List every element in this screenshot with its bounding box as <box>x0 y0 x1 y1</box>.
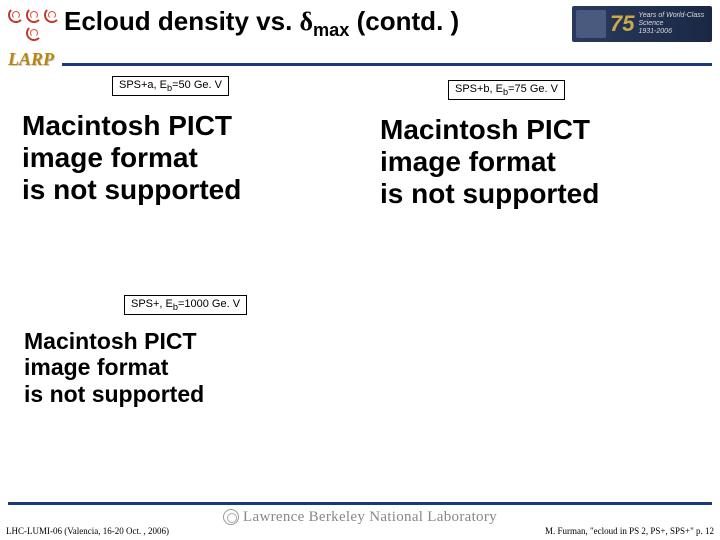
header-rule <box>62 63 712 66</box>
pict2-l3: is not supported <box>380 178 599 210</box>
pict3-l1: Macintosh PICT <box>24 328 204 354</box>
label-sps-c: SPS+, Eb=1000 Ge. V <box>124 295 247 315</box>
pict2-l2: image format <box>380 146 599 178</box>
pict-placeholder-2: Macintosh PICT image format is not suppo… <box>380 114 599 211</box>
lbnl-text: Lawrence Berkeley National Laboratory <box>243 509 497 526</box>
pict-placeholder-1: Macintosh PICT image format is not suppo… <box>22 110 241 207</box>
badge-text: Years of World-Class Science 1931-2006 <box>638 12 704 35</box>
title-sub: max <box>313 21 349 41</box>
anniversary-badge: 75 Years of World-Class Science 1931-200… <box>572 6 712 42</box>
label-sps-a: SPS+a, Eb=50 Ge. V <box>112 76 229 96</box>
pict1-l1: Macintosh PICT <box>22 110 241 142</box>
pict1-l3: is not supported <box>22 174 241 206</box>
larp-row: LARP <box>0 48 720 70</box>
pict2-l1: Macintosh PICT <box>380 114 599 146</box>
title-delta: δ <box>300 7 314 36</box>
label-sps-b: SPS+b, Eb=75 Ge. V <box>448 80 565 100</box>
pict-placeholder-3: Macintosh PICT image format is not suppo… <box>24 328 204 407</box>
pict3-l3: is not supported <box>24 381 204 407</box>
label-a-pre: SPS+a, E <box>119 79 167 91</box>
badge-line-2: Science <box>638 20 704 28</box>
badge-line-1: Years of World-Class <box>638 12 704 20</box>
badge-building-icon <box>576 10 606 38</box>
badge-line-3: 1931-2006 <box>638 28 704 36</box>
label-b-pre: SPS+b, E <box>455 83 503 95</box>
label-c-pre: SPS+, E <box>131 298 173 310</box>
lbnl-logo-icon <box>223 509 239 525</box>
pict3-l2: image format <box>24 354 204 380</box>
title-post: (contd. ) <box>349 6 459 36</box>
slide-title: Ecloud density vs. δmax (contd. ) <box>64 6 572 41</box>
slide-footer: Lawrence Berkeley National Laboratory LH… <box>0 502 720 540</box>
spiral-logo <box>8 6 60 42</box>
label-a-post: =50 Ge. V <box>172 79 222 91</box>
larp-label: LARP <box>8 49 54 70</box>
slide-body: SPS+a, Eb=50 Ge. V SPS+b, Eb=75 Ge. V SP… <box>0 70 720 500</box>
label-c-post: =1000 Ge. V <box>178 298 240 310</box>
title-pre: Ecloud density vs. <box>64 6 300 36</box>
footer-left: LHC-LUMI-06 (Valencia, 16-20 Oct. , 2006… <box>6 526 169 536</box>
slide-header: Ecloud density vs. δmax (contd. ) 75 Yea… <box>0 0 720 48</box>
pict1-l2: image format <box>22 142 241 174</box>
footer-right: M. Furman, "ecloud in PS 2, PS+, SPS+" p… <box>545 526 714 536</box>
label-b-post: =75 Ge. V <box>508 83 558 95</box>
badge-number: 75 <box>610 11 634 37</box>
